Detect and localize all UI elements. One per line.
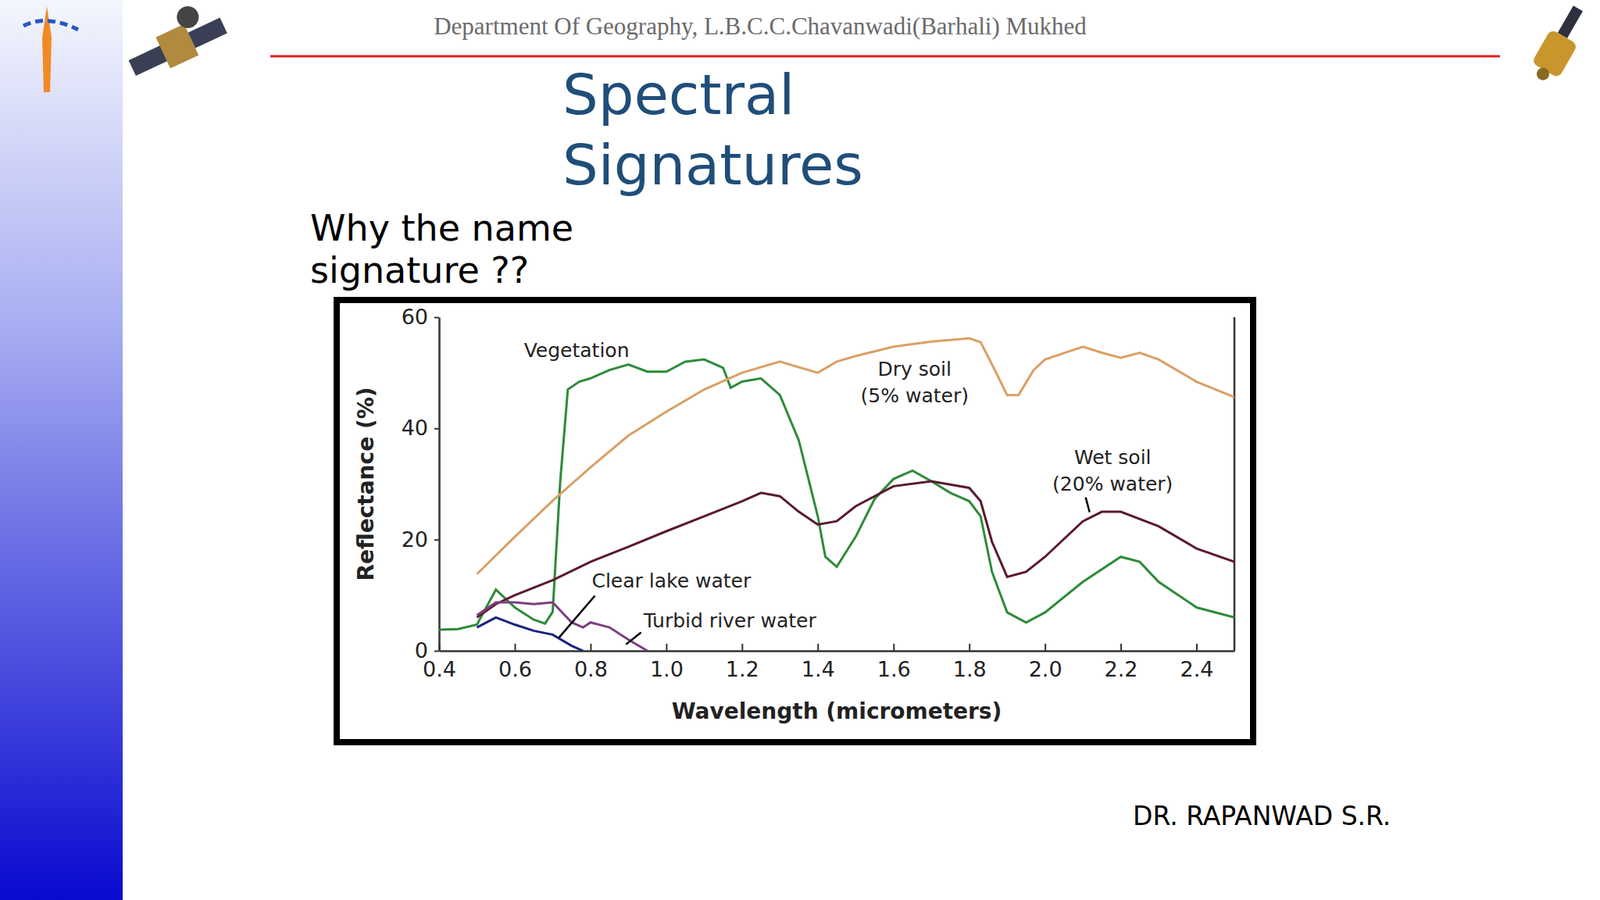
header: Department Of Geography, L.B.C.C.Chavanw… [433,12,1087,40]
x-tick: 2.4 [1180,643,1215,682]
slide: Department Of Geography, L.B.C.C.Chavanw… [0,0,1600,900]
satellite-right [1526,1,1594,87]
y-axis: 0 20 40 60 [401,304,440,663]
y-tick-label: 0 [414,638,429,663]
series-line [476,338,1235,575]
y-tick-label: 60 [401,304,429,329]
series-labels: Vegetation Dry soil(5% water) Wet soil(20%… [524,339,1174,645]
chart-frame [336,300,1254,743]
logo [23,6,79,93]
x-tick-mark [741,643,743,651]
series-line [476,602,647,651]
header-rule [270,55,1500,58]
y-tick-mark [434,650,440,653]
x-tick: 1.2 [725,643,760,682]
slide-title: SpectralSignatures [562,61,864,198]
y-tick-label: 20 [401,527,429,552]
x-axis-line [439,650,1236,653]
x-tick-mark [1120,643,1122,651]
x-tick-label: 1.0 [650,657,684,682]
series-label: Dry soil(5% water) [860,357,969,408]
y-tick: 0 [414,638,440,663]
leader-line [1085,497,1090,513]
x-tick-label: 1.8 [953,657,987,682]
x-tick-label: 0.6 [498,657,533,682]
x-tick: 1.4 [801,643,836,682]
x-tick-label: 2.2 [1104,657,1139,682]
x-tick: 1.6 [877,643,911,682]
series-label: Clear lake water [591,569,751,593]
author: DR. RAPANWAD S.R. [1132,800,1391,832]
y-axis-title: Reflectance (%) [353,386,379,581]
x-axis: 0.40.60.81.01.21.41.61.82.02.22.4 [422,643,1235,682]
x-tick: 1.8 [953,643,987,682]
y-tick: 60 [401,304,440,329]
x-tick: 2.0 [1028,643,1063,682]
plot-lines [439,338,1235,651]
plot-right-edge [1233,317,1236,651]
y-tick: 40 [401,415,440,440]
x-tick-mark [589,643,592,651]
x-tick-mark [1044,643,1047,651]
y-axis-line [438,317,441,652]
x-tick-label: 2.4 [1180,657,1215,682]
x-tick-label: 0.8 [574,657,608,682]
y-tick-label: 40 [401,415,429,440]
sidebar [0,0,123,900]
logo-orbit [23,21,79,30]
x-tick-label: 1.2 [725,657,760,682]
x-tick: 0.6 [498,643,533,682]
series-line [476,481,1235,618]
x-tick-mark [892,643,895,651]
satellite-left [117,0,231,83]
x-tick: 2.2 [1104,643,1139,682]
x-tick-label: 1.6 [877,657,911,682]
y-tick-mark [434,539,440,541]
leader-line [625,632,641,645]
x-tick-label: 1.4 [801,657,836,682]
question: Why the namesignature ?? [310,207,574,292]
x-tick-mark [968,643,971,651]
series-label: Wet soil(20% water) [1052,446,1173,496]
x-tick-mark [1196,643,1198,651]
x-tick: 1.0 [650,643,684,682]
y-tick-mark [434,428,440,430]
x-tick-mark [817,643,819,651]
x-tick-mark [514,643,516,651]
leader-line [559,596,596,638]
x-axis-title: Wavelength (micrometers) [671,698,1003,725]
series-line [476,617,583,651]
y-tick: 20 [401,527,440,552]
x-tick-label: 2.0 [1028,657,1063,682]
series-label: Vegetation [524,339,630,362]
y-tick-mark [434,317,440,319]
x-tick-mark [665,643,668,651]
series-label: Turbid river water [642,609,818,633]
